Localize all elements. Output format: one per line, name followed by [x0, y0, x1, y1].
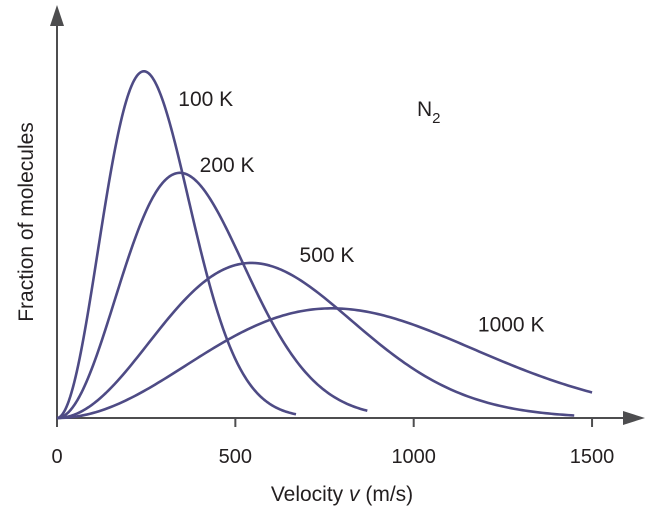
series-line-200k	[56, 171, 368, 420]
series-line-1000k	[56, 307, 593, 420]
y-axis	[50, 5, 64, 418]
series-line-500k	[56, 261, 575, 420]
x-axis	[57, 411, 645, 425]
x-axis-arrow-icon	[623, 411, 645, 425]
x-tick-label: 1500	[570, 446, 615, 468]
series-curves	[56, 70, 593, 420]
series-label-1000k: 1000 K	[478, 313, 545, 336]
series-labels: 100 K 200 K 500 K 1000 K	[178, 88, 544, 336]
series-label-200k: 200 K	[200, 154, 255, 177]
x-tick-label: 500	[219, 446, 252, 468]
x-axis-title: Velocity v (m/s)	[271, 483, 413, 506]
x-tick-label: 1000	[391, 446, 436, 468]
x-ticks: 0 500 1000 1500	[51, 418, 614, 468]
y-axis-arrow-icon	[50, 5, 64, 26]
x-tick-label: 0	[51, 446, 62, 468]
y-axis-title: Fraction of molecules	[15, 122, 38, 322]
series-label-100k: 100 K	[178, 88, 233, 111]
molecule-annotation: N2	[417, 98, 441, 127]
series-line-100k	[56, 70, 297, 420]
series-label-500k: 500 K	[300, 244, 355, 267]
